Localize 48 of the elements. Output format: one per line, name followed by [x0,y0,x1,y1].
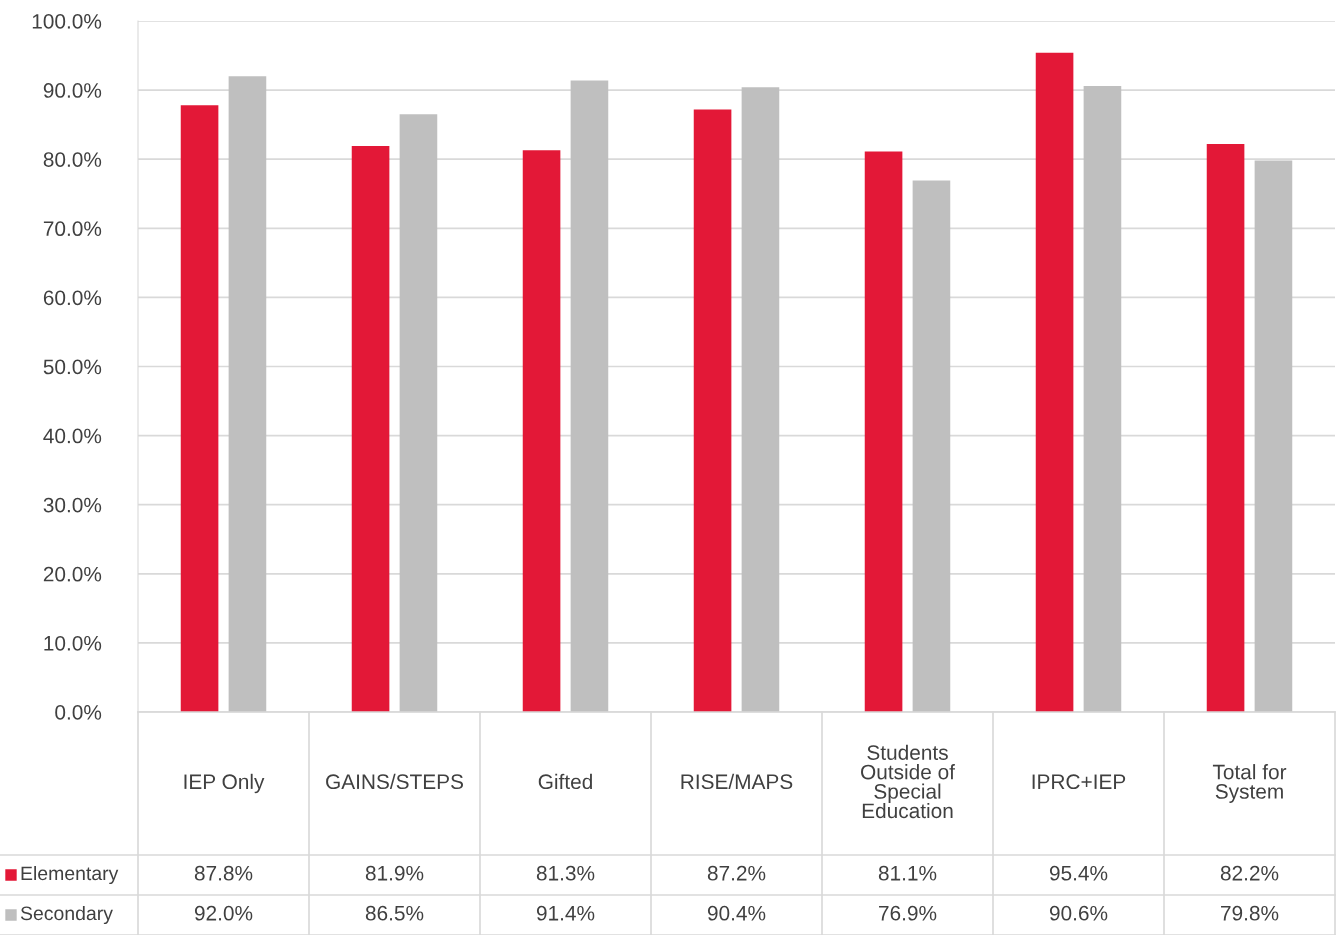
data-label: 87.8% [194,865,253,881]
y-tick-label: 0.0% [55,705,102,720]
bar [1206,144,1245,712]
x-tick-label: Students Outside of Special Education [861,744,956,819]
data-label: 81.3% [536,865,595,881]
data-label: 91.4% [536,905,595,921]
x-tick-label: Total for System [1212,764,1287,803]
bar [180,105,219,712]
y-tick-label: 40.0% [43,428,102,444]
legend-label: Secondary [20,905,113,925]
bar [570,80,609,712]
data-label: 95.4% [1049,865,1108,881]
x-tick-label: GAINS/STEPS [326,773,464,790]
y-tick-label: 30.0% [43,497,102,513]
x-tick-label: IPRC+IEP [1032,774,1126,790]
x-tick-label: IEP Only [184,773,265,794]
bar [1254,160,1293,712]
bar [228,76,267,712]
y-tick-label: 60.0% [43,290,102,306]
bar [693,109,732,712]
y-tick-label: 100.0% [32,14,102,29]
y-tick-label: 10.0% [44,635,102,651]
bar [912,180,951,712]
bar [1083,85,1122,712]
y-tick-label: 90.0% [43,83,102,98]
data-label: 81.9% [365,865,424,881]
legend-label: Elementary [21,865,119,885]
data-label: 90.4% [707,905,766,921]
data-label: 92.0% [194,905,253,921]
bar [522,150,561,712]
data-label: 81.1% [878,865,937,881]
data-label: 87.2% [707,865,766,881]
data-label: 76.9% [879,905,937,921]
y-tick-label: 50.0% [43,359,102,375]
x-tick-label: Gifted [538,773,592,790]
y-tick-label: 70.0% [43,221,102,237]
bar [741,87,780,712]
y-tick-label: 20.0% [43,566,102,582]
data-label: 79.8% [1221,905,1279,921]
bar [399,114,438,712]
y-tick-label: 80.0% [43,152,102,167]
bar [864,151,903,712]
bar [351,146,390,712]
x-tick-label: RISE/MAPS [681,773,793,790]
data-label: 90.6% [1049,905,1108,921]
data-label: 86.5% [365,905,424,921]
data-label: 82.2% [1220,865,1279,881]
bar [1035,52,1074,712]
